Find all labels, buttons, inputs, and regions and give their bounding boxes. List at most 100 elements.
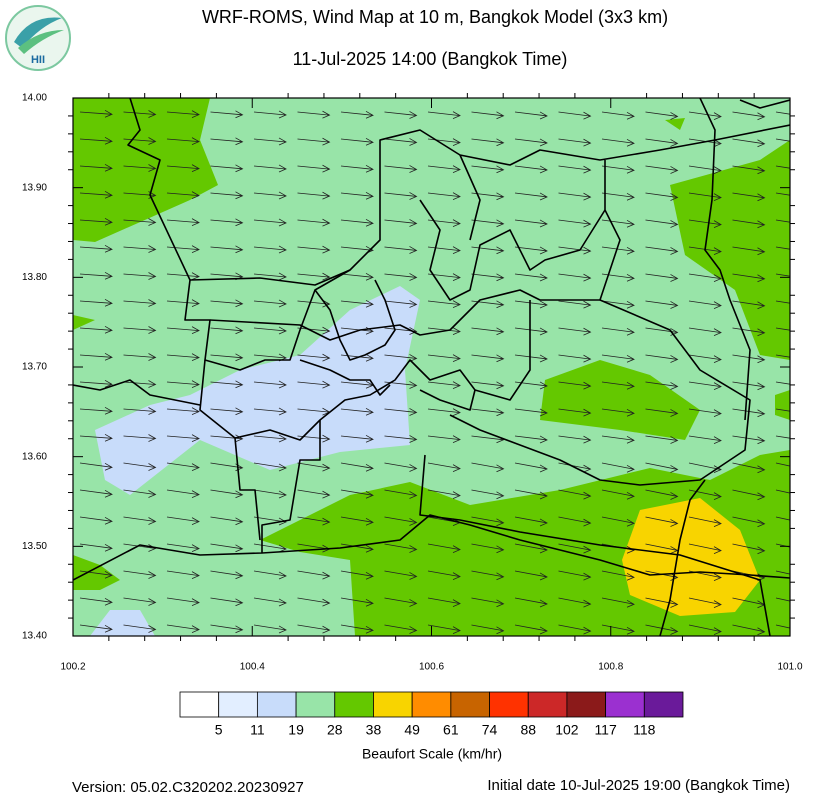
wind-arrow xyxy=(210,137,244,146)
wind-arrow xyxy=(79,516,113,525)
wind-arrow xyxy=(732,192,766,202)
colorbar-tick-label: 19 xyxy=(288,722,304,738)
wind-arrow xyxy=(471,408,505,417)
wind-arrow xyxy=(688,381,722,390)
wind-arrow xyxy=(688,327,722,336)
wind-arrow xyxy=(427,543,461,553)
wind-arrow xyxy=(166,245,200,254)
wind-arrow xyxy=(775,543,790,548)
wind-arrow xyxy=(732,435,766,445)
colorbar-tick-label: 88 xyxy=(520,722,536,738)
wind-arrow xyxy=(166,272,200,281)
wind-arrow xyxy=(384,111,418,119)
wind-arrow xyxy=(558,165,592,174)
wind-arrow xyxy=(775,354,790,358)
wind-arrow xyxy=(688,192,722,201)
wind-arrow xyxy=(558,300,592,309)
wind-arrow xyxy=(558,462,592,473)
wind-arrow xyxy=(166,299,200,308)
wind-arrow xyxy=(558,408,592,417)
wind-arrow xyxy=(253,191,287,200)
wind-arrow xyxy=(645,354,679,363)
x-tick-label: 100.4 xyxy=(240,662,265,673)
wind-arrow xyxy=(775,624,790,629)
wind-arrow xyxy=(384,597,418,607)
wind-arrow xyxy=(123,489,157,498)
wind-arrow xyxy=(253,137,287,146)
wind-arrow xyxy=(601,624,635,635)
wind-arrow xyxy=(514,165,548,174)
wind-arrow xyxy=(210,543,244,553)
wind-arrow xyxy=(210,245,244,254)
wind-arrow xyxy=(514,462,548,473)
wind-arrow xyxy=(297,272,331,281)
wind-arrow xyxy=(340,191,374,200)
wind-arrow xyxy=(166,326,200,335)
wind-arrow xyxy=(253,489,287,499)
colorbar-tick-label: 74 xyxy=(482,722,498,738)
wind-arrow xyxy=(79,217,113,226)
x-tick-label: 101.0 xyxy=(777,662,802,673)
wind-arrow xyxy=(645,597,679,608)
map-area xyxy=(73,98,790,636)
wind-arrow xyxy=(384,192,418,200)
wind-arrow xyxy=(514,489,548,500)
wind-arrow xyxy=(514,408,548,417)
wind-arrow xyxy=(514,246,548,255)
colorbar-box xyxy=(643,691,684,718)
wind-arrow xyxy=(79,433,113,442)
wind-arrow xyxy=(558,516,592,527)
wind-arrow xyxy=(123,299,157,307)
wind-arrow xyxy=(514,138,548,147)
wind-arrow xyxy=(645,165,679,174)
wind-arrow xyxy=(253,380,287,389)
colorbar-box xyxy=(218,691,258,718)
field-strong xyxy=(665,118,685,130)
wind-arrow xyxy=(253,299,287,308)
wind-arrow xyxy=(558,192,592,201)
wind-arrow xyxy=(427,624,461,634)
colorbar-tick-label: 38 xyxy=(366,722,382,738)
wind-arrow xyxy=(645,489,679,500)
wind-arrow xyxy=(558,597,592,608)
wind-arrow xyxy=(471,300,505,309)
wind-arrow xyxy=(688,516,722,527)
wind-arrow xyxy=(384,435,418,443)
wind-arrow xyxy=(384,543,418,553)
wind-arrow xyxy=(384,624,418,634)
wind-arrow xyxy=(384,408,418,416)
colorbar-box xyxy=(256,691,297,718)
wind-arrow xyxy=(253,218,287,227)
wind-arrow xyxy=(471,111,505,120)
wind-arrow xyxy=(645,138,679,147)
wind-arrow xyxy=(775,462,790,467)
wind-arrow xyxy=(297,597,331,607)
wind-arrow xyxy=(210,380,244,389)
wind-arrow xyxy=(471,516,505,527)
wind-arrow xyxy=(79,624,113,633)
wind-arrow xyxy=(340,110,374,119)
field-strong xyxy=(670,98,790,360)
y-tick-label: 13.80 xyxy=(22,272,47,283)
wind-arrow xyxy=(427,489,461,499)
wind-arrow xyxy=(732,300,766,310)
wind-arrow xyxy=(166,353,200,362)
wind-arrow xyxy=(384,300,418,308)
wind-arrow xyxy=(210,516,244,526)
wind-arrow xyxy=(340,570,374,580)
wind-arrow xyxy=(297,462,331,472)
wind-arrow xyxy=(427,408,461,416)
wind-arrow xyxy=(601,570,635,581)
colorbar-tick-label: 28 xyxy=(327,722,343,738)
wind-arrow xyxy=(166,516,200,526)
wind-arrow xyxy=(645,219,679,228)
wind-arrow xyxy=(471,273,505,282)
wind-arrow xyxy=(601,408,635,417)
wind-arrow xyxy=(123,407,157,415)
wind-arrow xyxy=(471,543,505,554)
field-strong xyxy=(775,390,790,420)
wind-arrow xyxy=(558,111,592,120)
wind-arrow xyxy=(427,435,461,443)
wind-arrow xyxy=(775,381,790,385)
wind-arrow xyxy=(601,462,635,473)
